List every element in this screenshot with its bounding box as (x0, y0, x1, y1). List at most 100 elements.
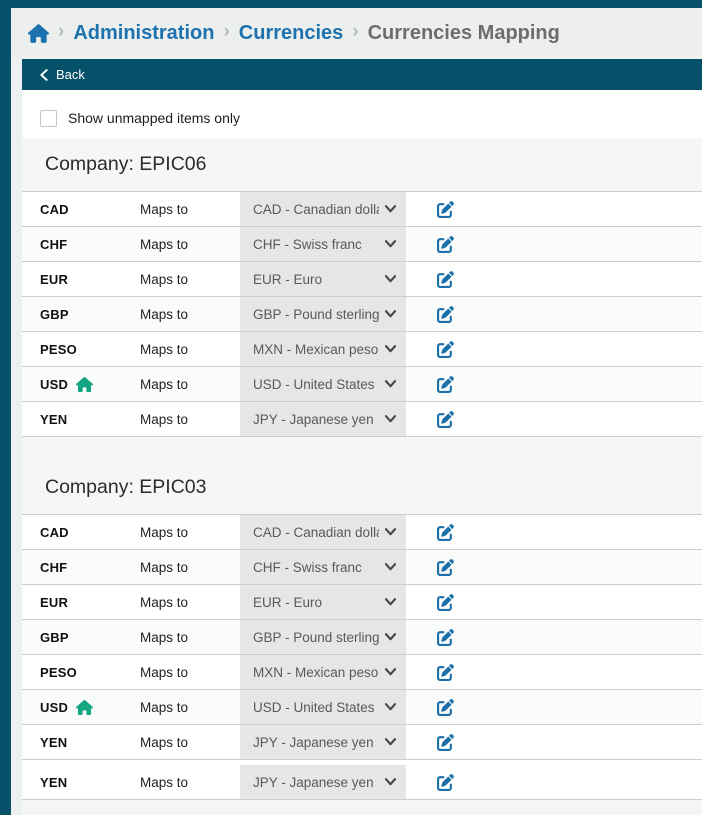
currency-mapping-row: YEN Maps to JPY - Japanese yen (22, 765, 702, 800)
pen-square-icon (437, 523, 454, 541)
chevron-down-icon (385, 380, 396, 388)
currency-code: EUR (40, 271, 69, 287)
edit-mapping-button[interactable] (437, 339, 457, 359)
company-section-title: Company: EPIC03 (22, 437, 702, 514)
currency-code: CHF (40, 559, 68, 575)
currency-mapping-row: CAD Maps to CAD - Canadian dollar (22, 192, 702, 227)
currency-select-value: USD - United States dollar (253, 376, 379, 392)
currency-code-cell: EUR (40, 595, 140, 610)
maps-to-label: Maps to (140, 376, 189, 392)
currency-select[interactable]: EUR - Euro (240, 262, 406, 296)
maps-to-label: Maps to (140, 271, 189, 287)
currency-mapping-row: YEN Maps to JPY - Japanese yen (22, 725, 702, 760)
currency-select[interactable]: USD - United States dollar (240, 690, 406, 724)
maps-to-label: Maps to (140, 664, 189, 680)
pen-square-icon (437, 733, 454, 751)
breadcrumb-separator: › (223, 21, 230, 42)
currency-select[interactable]: CAD - Canadian dollar (240, 192, 406, 226)
edit-mapping-button[interactable] (437, 409, 457, 429)
edit-mapping-button[interactable] (437, 732, 457, 752)
currency-mapping-row: PESO Maps to MXN - Mexican peso (22, 655, 702, 690)
currency-select-value: MXN - Mexican peso (253, 341, 379, 357)
edit-mapping-button[interactable] (437, 627, 457, 647)
currency-select-value: JPY - Japanese yen (253, 774, 374, 790)
currency-select[interactable]: JPY - Japanese yen (240, 402, 406, 436)
currency-code-cell: YEN (40, 412, 140, 427)
chevron-down-icon (385, 598, 396, 606)
breadcrumb-administration[interactable]: Administration (73, 22, 215, 44)
currency-select-value: CHF - Swiss franc (253, 559, 362, 575)
company-section-title: Company: EPIC06 (22, 138, 702, 191)
edit-mapping-button[interactable] (437, 592, 457, 612)
left-gutter (11, 8, 22, 815)
maps-to-label: Maps to (140, 594, 189, 610)
edit-mapping-button[interactable] (437, 772, 457, 792)
edit-mapping-button[interactable] (437, 557, 457, 577)
currency-select[interactable]: GBP - Pound sterling (240, 620, 406, 654)
currency-select[interactable]: MXN - Mexican peso (240, 655, 406, 689)
currency-select[interactable]: CHF - Swiss franc (240, 550, 406, 584)
pen-square-icon (437, 270, 454, 288)
pen-square-icon (437, 410, 454, 428)
currency-select-value: JPY - Japanese yen (253, 411, 374, 427)
currency-rows: CAD Maps to CAD - Canadian dollar CHF Ma… (22, 191, 702, 437)
chevron-down-icon (385, 345, 396, 353)
breadcrumb-currencies[interactable]: Currencies (238, 22, 344, 44)
currency-select[interactable]: EUR - Euro (240, 585, 406, 619)
currency-select-value: CAD - Canadian dollar (253, 524, 379, 540)
currency-select[interactable]: MXN - Mexican peso (240, 332, 406, 366)
edit-mapping-button[interactable] (437, 199, 457, 219)
edit-mapping-button[interactable] (437, 662, 457, 682)
chevron-down-icon (385, 563, 396, 571)
currency-mapping-row: CHF Maps to CHF - Swiss franc (22, 227, 702, 262)
currency-mapping-row: USD Maps to USD - United States dollar (22, 690, 702, 725)
currency-select[interactable]: GBP - Pound sterling (240, 297, 406, 331)
currency-mapping-row: PESO Maps to MXN - Mexican peso (22, 332, 702, 367)
currency-mapping-row: EUR Maps to EUR - Euro (22, 262, 702, 297)
chevron-left-icon (40, 68, 48, 81)
pen-square-icon (437, 593, 454, 611)
currency-code-cell: YEN (40, 735, 140, 750)
company-section: Company: EPIC06 CAD Maps to CAD - Canadi… (22, 138, 702, 437)
edit-mapping-button[interactable] (437, 697, 457, 717)
currency-code-cell: PESO (40, 342, 140, 357)
home-icon[interactable] (28, 24, 49, 43)
edit-mapping-button[interactable] (437, 269, 457, 289)
edit-mapping-button[interactable] (437, 374, 457, 394)
maps-to-label: Maps to (140, 629, 189, 645)
currency-code: CAD (40, 201, 69, 217)
currency-code: PESO (40, 341, 77, 357)
maps-to-label: Maps to (140, 559, 189, 575)
edit-mapping-button[interactable] (437, 522, 457, 542)
pen-square-icon (437, 663, 454, 681)
maps-to-label: Maps to (140, 306, 189, 322)
currency-mapping-row: CAD Maps to CAD - Canadian dollar (22, 515, 702, 550)
currency-code: USD (40, 376, 69, 392)
currency-code: GBP (40, 306, 69, 322)
currency-select[interactable]: CHF - Swiss franc (240, 227, 406, 261)
page-bottom-area (22, 800, 702, 815)
pen-square-icon (437, 235, 454, 253)
currency-select[interactable]: JPY - Japanese yen (240, 725, 406, 759)
chevron-down-icon (385, 415, 396, 423)
edit-mapping-button[interactable] (437, 304, 457, 324)
edit-mapping-button[interactable] (437, 234, 457, 254)
pen-square-icon (437, 773, 454, 791)
currency-select-value: EUR - Euro (253, 271, 323, 287)
currency-select-value: GBP - Pound sterling (253, 306, 379, 322)
currency-select-value: GBP - Pound sterling (253, 629, 379, 645)
chevron-down-icon (385, 633, 396, 641)
currency-select[interactable]: CAD - Canadian dollar (240, 515, 406, 549)
currency-select[interactable]: USD - United States dollar (240, 367, 406, 401)
currency-rows: CAD Maps to CAD - Canadian dollar CHF Ma… (22, 514, 702, 800)
maps-to-label: Maps to (140, 236, 189, 252)
currency-code-cell: GBP (40, 307, 140, 322)
show-unmapped-filter: Show unmapped items only (22, 90, 702, 129)
back-button[interactable]: Back (22, 59, 702, 90)
breadcrumb: › Administration › Currencies › Currenci… (11, 8, 702, 59)
pen-square-icon (437, 305, 454, 323)
currency-select[interactable]: JPY - Japanese yen (240, 765, 406, 799)
show-unmapped-checkbox[interactable] (40, 109, 57, 127)
currency-mapping-row: EUR Maps to EUR - Euro (22, 585, 702, 620)
